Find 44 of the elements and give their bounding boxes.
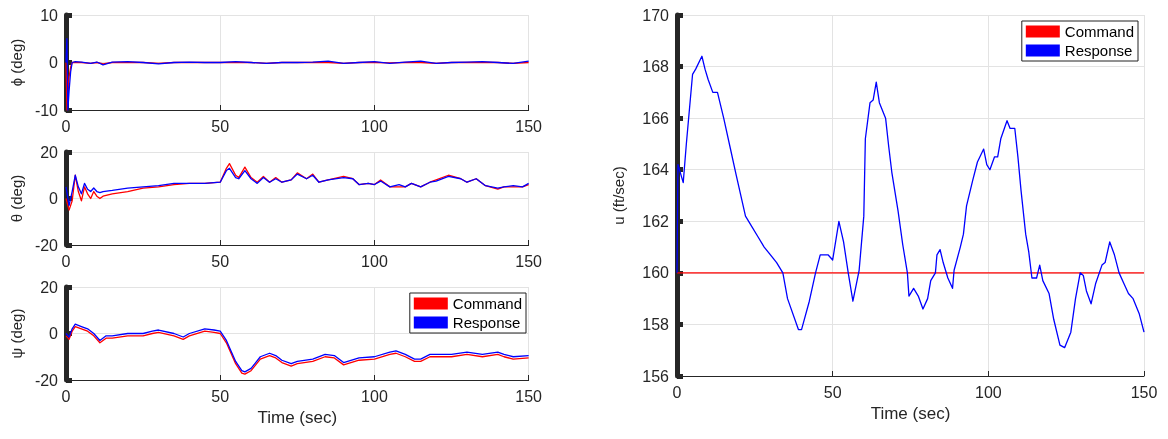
y-tick-label: 10	[40, 6, 59, 24]
x-tick-label: 150	[1130, 383, 1158, 401]
y-axis-title: ϕ (deg)	[7, 38, 25, 87]
x-axis-title: Time (sec)	[870, 403, 951, 423]
x-tick-label: 50	[211, 117, 230, 135]
x-tick-label: 100	[361, 387, 388, 405]
y-tick-label: -10	[34, 101, 59, 119]
legend-label: Response	[1064, 42, 1133, 59]
y-axis-title: ψ (deg)	[7, 308, 25, 359]
y-tick-label: -20	[34, 236, 59, 254]
y-axis-title: θ (deg)	[7, 174, 25, 223]
y-tick-label: -20	[34, 371, 59, 389]
y-tick-label: 0	[49, 190, 59, 207]
legend-label: Command	[452, 295, 523, 312]
x-tick-label: 100	[361, 252, 388, 270]
x-tick-label: 50	[211, 387, 230, 405]
x-tick-label: 50	[211, 252, 230, 270]
x-tick-label: 100	[974, 383, 1002, 401]
y-axis-title: u (ft/sec)	[610, 166, 627, 225]
y-tick-label: 20	[40, 143, 59, 161]
x-tick-label: 0	[61, 252, 71, 270]
y-tick-label: 162	[642, 212, 670, 230]
x-axis-title: Time (sec)	[257, 407, 338, 427]
y-tick-label: 170	[642, 6, 670, 24]
y-tick-label: 158	[642, 315, 670, 333]
x-tick-label: 50	[823, 383, 842, 401]
y-tick-label: 0	[49, 54, 59, 71]
y-tick-label: 156	[642, 367, 670, 385]
x-tick-label: 150	[515, 252, 543, 270]
x-tick-label: 150	[515, 387, 543, 405]
y-tick-label: 166	[642, 109, 670, 127]
legend-label: Response	[452, 314, 521, 331]
x-tick-label: 0	[61, 387, 71, 405]
legend-label: Command	[1064, 23, 1135, 40]
y-tick-label: 164	[642, 161, 670, 179]
y-tick-label: 20	[40, 278, 59, 296]
y-tick-label: 0	[49, 325, 59, 342]
x-tick-label: 0	[672, 383, 682, 401]
line-series	[65, 38, 530, 111]
x-tick-label: 0	[61, 117, 71, 135]
x-tick-label: 100	[361, 117, 388, 135]
y-tick-label: 160	[642, 264, 670, 282]
x-tick-label: 150	[515, 117, 543, 135]
y-tick-label: 168	[642, 58, 670, 76]
